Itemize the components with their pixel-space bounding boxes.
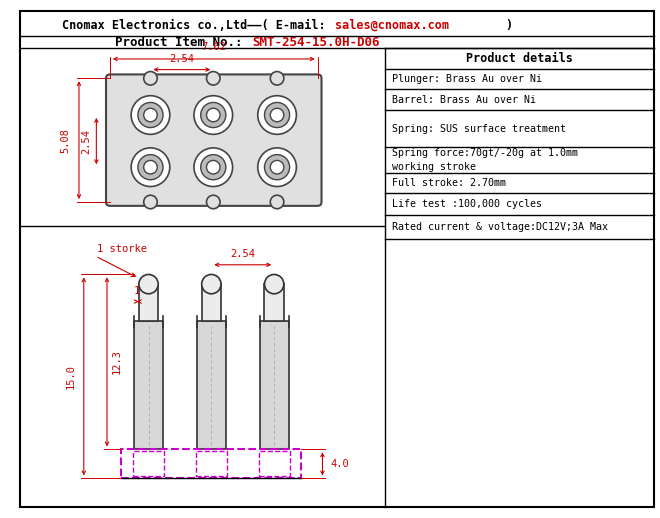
Circle shape	[194, 148, 232, 186]
Text: 4.0: 4.0	[330, 459, 349, 469]
Text: Rated current & voltage:DC12V;3A Max: Rated current & voltage:DC12V;3A Max	[392, 222, 608, 232]
Circle shape	[138, 155, 163, 180]
Text: 1 storke: 1 storke	[97, 244, 147, 254]
Text: 1: 1	[133, 286, 139, 296]
Circle shape	[194, 96, 232, 134]
Bar	[196, 451, 227, 477]
Circle shape	[207, 108, 220, 122]
Text: 2.54: 2.54	[170, 54, 195, 64]
Text: 2.54: 2.54	[230, 249, 255, 259]
Circle shape	[144, 108, 157, 122]
Bar	[259, 451, 290, 477]
Circle shape	[202, 275, 221, 294]
Text: 2.54: 2.54	[82, 128, 92, 154]
Text: Life test :100,000 cycles: Life test :100,000 cycles	[392, 199, 542, 209]
Circle shape	[271, 108, 284, 122]
FancyBboxPatch shape	[106, 75, 321, 206]
Circle shape	[201, 103, 226, 127]
Circle shape	[207, 195, 220, 209]
Text: Cnomax Electronics co.,Ltd——( E-mail:: Cnomax Electronics co.,Ltd——( E-mail:	[62, 19, 333, 32]
Bar	[197, 321, 226, 450]
Bar	[139, 284, 158, 321]
Circle shape	[258, 148, 296, 186]
Circle shape	[131, 148, 170, 186]
Circle shape	[271, 195, 284, 209]
Text: Product Item No.:: Product Item No.:	[115, 36, 250, 49]
Text: 7.62: 7.62	[201, 42, 226, 52]
Text: Full stroke: 2.70mm: Full stroke: 2.70mm	[392, 178, 506, 188]
Text: Spring force:70gt/-20g at 1.0mm: Spring force:70gt/-20g at 1.0mm	[392, 148, 578, 158]
Circle shape	[271, 161, 284, 174]
Circle shape	[144, 161, 157, 174]
Bar	[259, 321, 288, 450]
Circle shape	[131, 96, 170, 134]
Text: ): )	[505, 19, 512, 32]
Text: 5.08: 5.08	[61, 127, 71, 153]
Circle shape	[207, 71, 220, 85]
Bar	[265, 284, 284, 321]
Circle shape	[138, 103, 163, 127]
Circle shape	[207, 161, 220, 174]
Circle shape	[265, 103, 290, 127]
Text: 15.0: 15.0	[65, 364, 75, 389]
Text: Spring: SUS surface treatment: Spring: SUS surface treatment	[392, 124, 566, 134]
Circle shape	[144, 71, 157, 85]
Text: SMT-254-15.0H-D06: SMT-254-15.0H-D06	[252, 36, 380, 49]
Text: Plunger: Brass Au over Ni: Plunger: Brass Au over Ni	[392, 74, 542, 84]
Circle shape	[265, 275, 284, 294]
Circle shape	[139, 275, 158, 294]
Text: 12.3: 12.3	[112, 350, 122, 375]
Text: working stroke: working stroke	[392, 162, 476, 171]
Circle shape	[201, 155, 226, 180]
Text: Barrel: Brass Au over Ni: Barrel: Brass Au over Ni	[392, 95, 536, 105]
Bar	[121, 450, 301, 478]
Text: sales@cnomax.com: sales@cnomax.com	[335, 19, 449, 32]
Bar	[133, 451, 164, 477]
Bar	[134, 321, 163, 450]
Circle shape	[265, 155, 290, 180]
Bar	[202, 284, 221, 321]
Text: Product details: Product details	[466, 52, 573, 65]
Circle shape	[258, 96, 296, 134]
Circle shape	[144, 195, 157, 209]
Circle shape	[271, 71, 284, 85]
